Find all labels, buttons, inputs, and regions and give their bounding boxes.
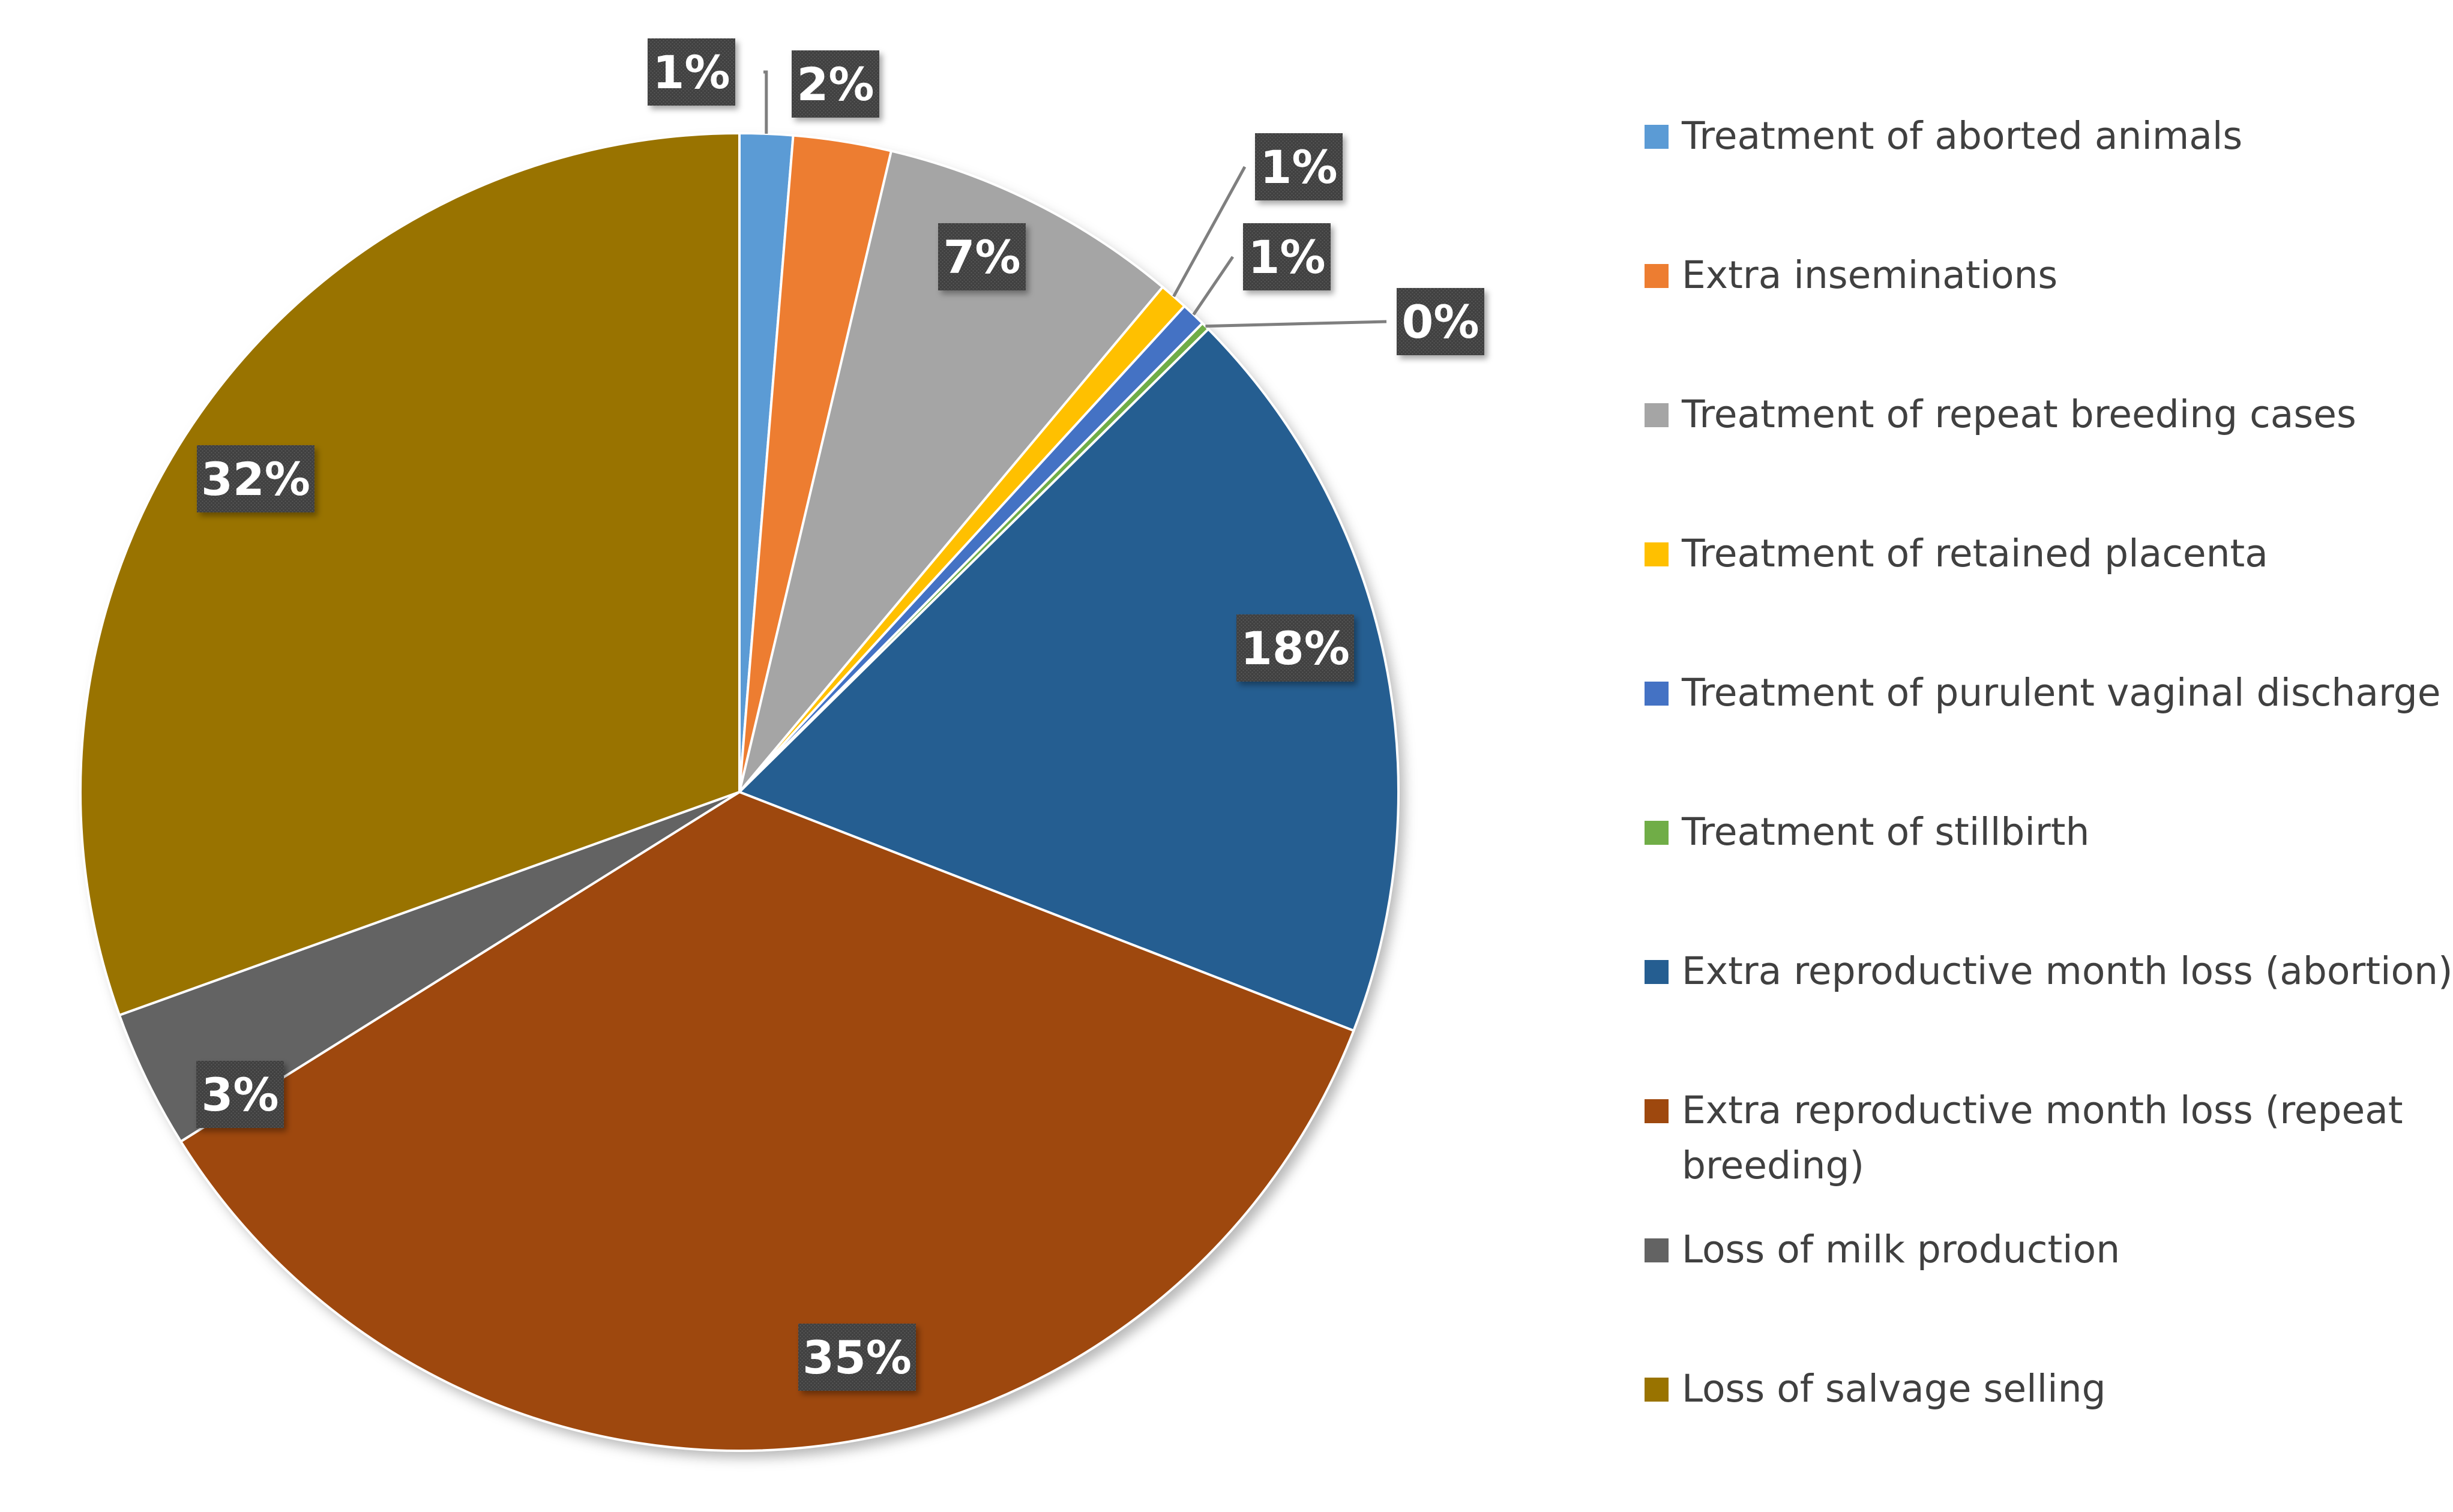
data-label-loss-of-salvage-selling: 32% bbox=[197, 445, 315, 512]
legend-label: Extra reproductive month loss (repeat bre… bbox=[1682, 1088, 2403, 1187]
data-label-text: 32% bbox=[201, 452, 310, 506]
data-label-text: 2% bbox=[796, 58, 874, 111]
legend-label: Treatment of aborted animals bbox=[1681, 114, 2242, 158]
data-label-extra-reproductive-month-loss-abortion: 18% bbox=[1236, 614, 1354, 682]
data-label-box bbox=[196, 1061, 284, 1128]
pie-slice-loss-of-milk-production bbox=[118, 791, 741, 1144]
data-label-text: 1% bbox=[652, 46, 730, 99]
data-label-box bbox=[1236, 614, 1354, 682]
legend-swatch bbox=[1645, 1099, 1669, 1123]
data-label-text: 1% bbox=[1260, 140, 1337, 194]
pie-slices bbox=[79, 131, 1400, 1452]
data-label-box bbox=[1397, 288, 1484, 355]
legend-label: Treatment of purulent vaginal discharge bbox=[1681, 671, 2441, 715]
legend-item-extra-reproductive-month-loss-abortion: Extra reproductive month loss (abortion) bbox=[1645, 949, 2453, 993]
data-label-text: 35% bbox=[802, 1331, 912, 1384]
legend-item-loss-of-salvage-selling: Loss of salvage selling bbox=[1645, 1367, 2106, 1411]
legend-label: Loss of milk production bbox=[1682, 1228, 2120, 1271]
legend-item-treatment-of-repeat-breeding-cases: Treatment of repeat breeding cases bbox=[1645, 392, 2356, 436]
data-label-treatment-of-retained-placenta: 1% bbox=[1255, 133, 1343, 200]
data-labels: 1% 2% 7% 1% 1% 0% 18% 35% 3% 32% bbox=[196, 38, 1484, 1391]
leader-lines bbox=[763, 70, 1387, 328]
legend-item-extra-inseminations: Extra inseminations bbox=[1645, 253, 2057, 297]
legend-swatch bbox=[1645, 960, 1669, 984]
pie-slice-treatment-of-repeat-breeding-cases bbox=[738, 149, 1165, 793]
legend: Treatment of aborted animals Extra insemi… bbox=[1645, 114, 2453, 1411]
data-label-box bbox=[792, 50, 879, 118]
leader-line-treatment-of-aborted-animals bbox=[763, 70, 768, 134]
data-label-box bbox=[197, 445, 315, 512]
pie-slice-loss-of-salvage-selling bbox=[79, 131, 741, 1017]
pie-slice-extra-reproductive-month-loss-repeat-breeding bbox=[179, 790, 1356, 1452]
legend-swatch bbox=[1645, 821, 1669, 845]
legend-swatch bbox=[1645, 1238, 1669, 1262]
data-label-extra-reproductive-month-loss-repeat-breeding: 35% bbox=[798, 1324, 916, 1391]
data-label-box bbox=[1255, 133, 1343, 200]
data-label-box bbox=[648, 38, 735, 106]
legend-swatch bbox=[1645, 125, 1669, 149]
legend-item-treatment-of-retained-placenta: Treatment of retained placenta bbox=[1645, 532, 2268, 575]
legend-label: Extra reproductive month loss (abortion) bbox=[1682, 949, 2453, 993]
data-label-extra-inseminations: 2% bbox=[792, 50, 879, 118]
data-label-treatment-of-stillbirth: 0% bbox=[1397, 288, 1484, 355]
data-label-box bbox=[938, 223, 1026, 290]
data-label-text: 1% bbox=[1248, 230, 1325, 284]
legend-label: Treatment of retained placenta bbox=[1681, 532, 2268, 575]
legend-swatch bbox=[1645, 542, 1669, 566]
data-label-box bbox=[798, 1324, 916, 1391]
leader-line-treatment-of-stillbirth bbox=[1205, 320, 1387, 328]
legend-swatch bbox=[1645, 264, 1669, 288]
data-label-loss-of-milk-production: 3% bbox=[196, 1061, 284, 1128]
data-label-treatment-of-repeat-breeding-cases: 7% bbox=[938, 223, 1026, 290]
data-label-treatment-of-purulent-vaginal-discharge: 1% bbox=[1243, 223, 1331, 290]
legend-item-extra-reproductive-month-loss-repeat-breeding: Extra reproductive month loss (repeat bre… bbox=[1645, 1088, 2403, 1187]
data-label-text: 18% bbox=[1241, 622, 1350, 675]
legend-item-treatment-of-purulent-vaginal-discharge: Treatment of purulent vaginal discharge bbox=[1645, 671, 2441, 715]
legend-item-treatment-of-aborted-animals: Treatment of aborted animals bbox=[1645, 114, 2242, 158]
legend-label: Loss of salvage selling bbox=[1682, 1367, 2106, 1411]
leader-line-treatment-of-purulent-vaginal-discharge bbox=[1192, 256, 1235, 316]
legend-label: Extra inseminations bbox=[1682, 253, 2057, 297]
data-label-text: 7% bbox=[943, 230, 1020, 284]
legend-swatch bbox=[1645, 403, 1669, 427]
leader-line-treatment-of-retained-placenta bbox=[1172, 166, 1247, 298]
data-label-text: 0% bbox=[1401, 295, 1479, 349]
data-label-treatment-of-aborted-animals: 1% bbox=[648, 38, 735, 106]
legend-label: Treatment of stillbirth bbox=[1681, 810, 2089, 854]
legend-swatch bbox=[1645, 682, 1669, 706]
legend-item-treatment-of-stillbirth: Treatment of stillbirth bbox=[1645, 810, 2089, 854]
data-label-text: 3% bbox=[201, 1068, 278, 1121]
legend-item-loss-of-milk-production: Loss of milk production bbox=[1645, 1228, 2120, 1271]
data-label-box bbox=[1243, 223, 1331, 290]
legend-swatch bbox=[1645, 1378, 1669, 1402]
legend-label: Treatment of repeat breeding cases bbox=[1681, 392, 2356, 436]
